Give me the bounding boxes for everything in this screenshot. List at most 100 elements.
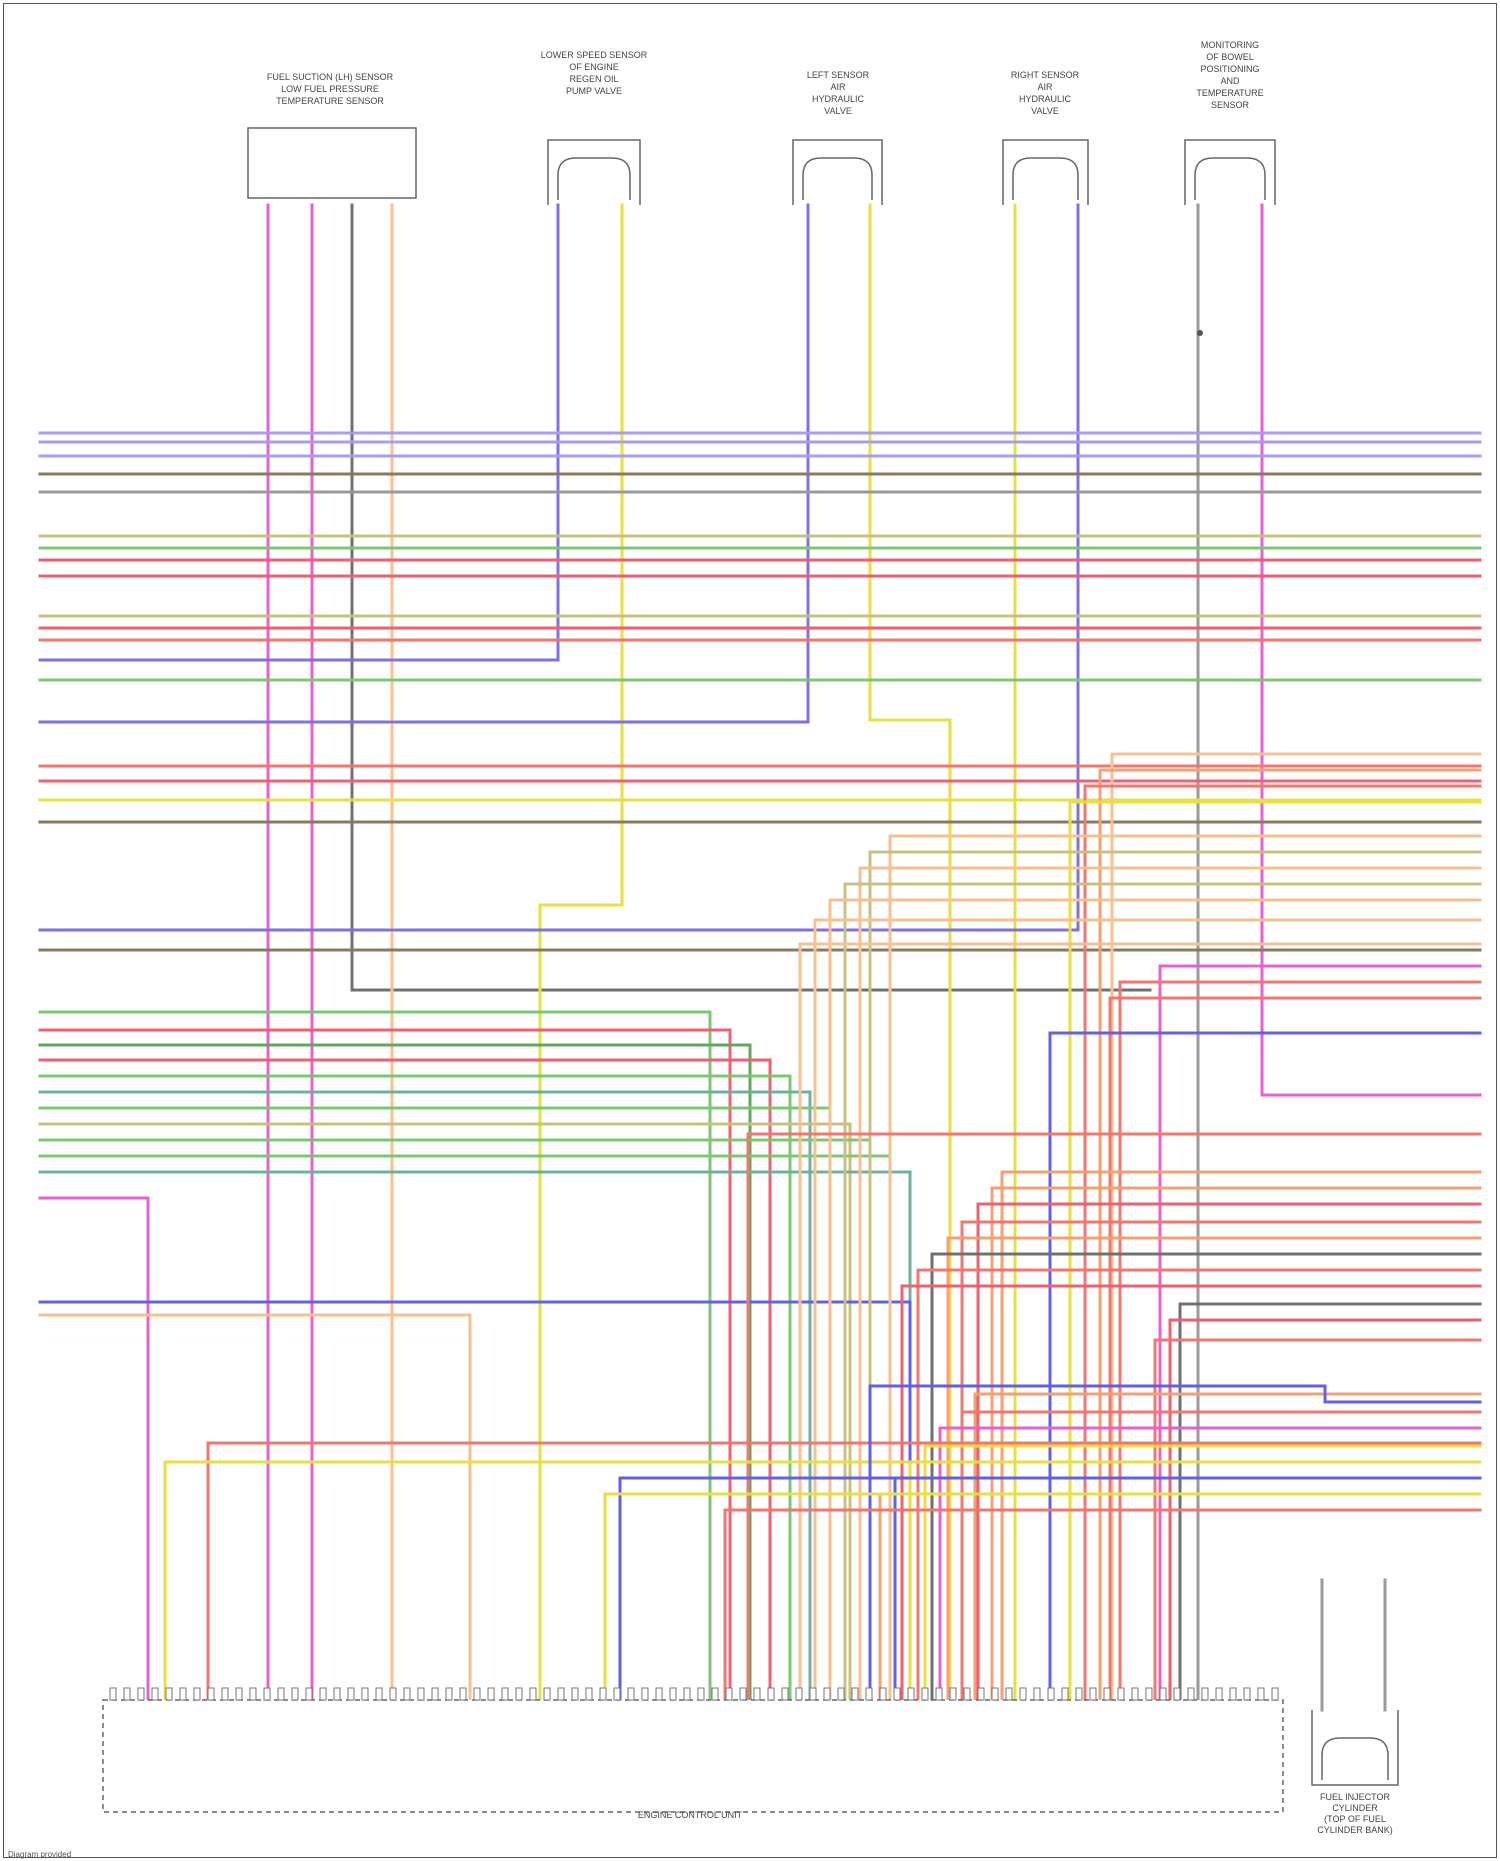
component-title: LEFT SENSOR	[807, 70, 870, 80]
right-drop-wire-21	[946, 1236, 1482, 1702]
ecu-pin	[1215, 1687, 1223, 1701]
ecu-pin	[347, 1687, 355, 1701]
ecu-pin	[865, 1687, 873, 1701]
ecu-pin	[1033, 1687, 1041, 1701]
ecu-pin	[1229, 1687, 1237, 1701]
ecu-pin	[207, 1687, 215, 1701]
right-drop-wire-31	[923, 1444, 1482, 1702]
right-drop-wire-29	[960, 1410, 1482, 1702]
ecu-pin	[277, 1687, 285, 1701]
ecu-pin	[1257, 1687, 1265, 1701]
right-drop-wire-3	[1083, 784, 1482, 1702]
left-drop-wire-2	[38, 1028, 732, 1702]
ecu-pin	[781, 1687, 789, 1701]
right-drop-wire-14	[1108, 996, 1482, 1702]
ecu-pin	[1089, 1687, 1097, 1701]
left-drop-wire-4	[38, 1058, 772, 1702]
cross-wire-1	[206, 1441, 1482, 1702]
component-title: OF ENGINE	[569, 62, 619, 72]
right-drop-wire-12	[1158, 964, 1482, 1702]
ecu-pin	[1061, 1687, 1069, 1701]
ecu-pin	[921, 1687, 929, 1701]
ecu-pin	[403, 1687, 411, 1701]
right-drop-wire-26	[1168, 1318, 1482, 1702]
component-title: AIR	[1037, 82, 1053, 92]
cross-wire-2	[163, 1460, 1482, 1702]
ecu-pin	[1201, 1687, 1209, 1701]
connector-pin-housing	[557, 157, 631, 200]
right-drop-wire-24	[900, 1284, 1482, 1702]
left-drop-wire-6	[38, 1090, 812, 1702]
component-title: FUEL SUCTION (LH) SENSOR	[267, 72, 394, 82]
ecu-pin	[655, 1687, 663, 1701]
component-title: RIGHT SENSOR	[1011, 70, 1080, 80]
ecu-pin	[571, 1687, 579, 1701]
component-title: HYDRAULIC	[812, 94, 865, 104]
ecu-pin	[557, 1687, 565, 1701]
ecu-pin	[515, 1687, 523, 1701]
right-drop-wire-4	[1068, 800, 1482, 1702]
ecu-pin	[1187, 1687, 1195, 1701]
splice-point	[1197, 330, 1203, 336]
right-drop-wire-7	[858, 866, 1482, 1702]
ecu-pin	[1271, 1687, 1279, 1701]
ecu-pin	[739, 1687, 747, 1701]
ecu-pin	[151, 1687, 159, 1701]
right-drop-wire-8	[843, 882, 1482, 1702]
ecu-pin	[305, 1687, 313, 1701]
diagram-border	[3, 3, 1497, 1858]
component-title: VALVE	[824, 106, 852, 116]
connector-pin-housing	[1194, 157, 1266, 200]
component-title: VALVE	[1031, 106, 1059, 116]
ecu-pin	[1047, 1687, 1055, 1701]
side-component-label: FUEL INJECTOR	[1320, 1792, 1391, 1802]
ecu-pin	[361, 1687, 369, 1701]
ecu-pin	[795, 1687, 803, 1701]
left-drop-wire-5	[38, 1074, 792, 1702]
ecu-pin	[767, 1687, 775, 1701]
ecu-pin	[949, 1687, 957, 1701]
ecu-pin	[977, 1687, 985, 1701]
ecu-pin	[683, 1687, 691, 1701]
ecu-pin	[221, 1687, 229, 1701]
right-drop-wire-16	[746, 1132, 1482, 1702]
ecu-pin	[963, 1687, 971, 1701]
ecu-pin	[375, 1687, 383, 1701]
right-drop-wire-22	[930, 1252, 1482, 1702]
right-drop-wire-1	[1110, 752, 1482, 1702]
connector-pin-housing	[1012, 157, 1079, 200]
right-drop-wire-9	[828, 898, 1482, 1702]
right-drop-wire-10	[813, 918, 1482, 1702]
component-title: PUMP VALVE	[566, 86, 622, 96]
component-title: TEMPERATURE SENSOR	[276, 96, 384, 106]
ecu-pin	[263, 1687, 271, 1701]
ecu-pin	[613, 1687, 621, 1701]
ecu-pin	[487, 1687, 495, 1701]
right-drop-wire-18	[990, 1186, 1482, 1702]
component-title: POSITIONING	[1200, 64, 1259, 74]
ecu-pin	[123, 1687, 131, 1701]
ecu-pin	[417, 1687, 425, 1701]
wire-comp3-b	[868, 203, 952, 1702]
wire-comp2-b	[538, 203, 624, 1702]
wire-comp1-c	[350, 203, 1152, 992]
ecu-pin	[823, 1687, 831, 1701]
component-title: TEMPERATURE	[1196, 88, 1263, 98]
ecu-pin	[711, 1687, 719, 1701]
ecu-pin	[459, 1687, 467, 1701]
ecu-pin	[179, 1687, 187, 1701]
ecu-pin	[935, 1687, 943, 1701]
ecu-pin	[599, 1687, 607, 1701]
ecu-pin	[907, 1687, 915, 1701]
left-drop-wire-8	[38, 1122, 852, 1702]
ecu-pin	[235, 1687, 243, 1701]
component-title: SENSOR	[1211, 100, 1250, 110]
right-drop-wire-27	[1153, 1338, 1482, 1702]
ecu-pin	[431, 1687, 439, 1701]
ecu-pin	[697, 1687, 705, 1701]
cross-wire-5	[603, 1492, 1482, 1702]
component-title: HYDRAULIC	[1019, 94, 1072, 104]
wire-comp5-b	[1260, 203, 1482, 1097]
right-drop-wire-23	[916, 1268, 1482, 1702]
ecu-pin	[501, 1687, 509, 1701]
